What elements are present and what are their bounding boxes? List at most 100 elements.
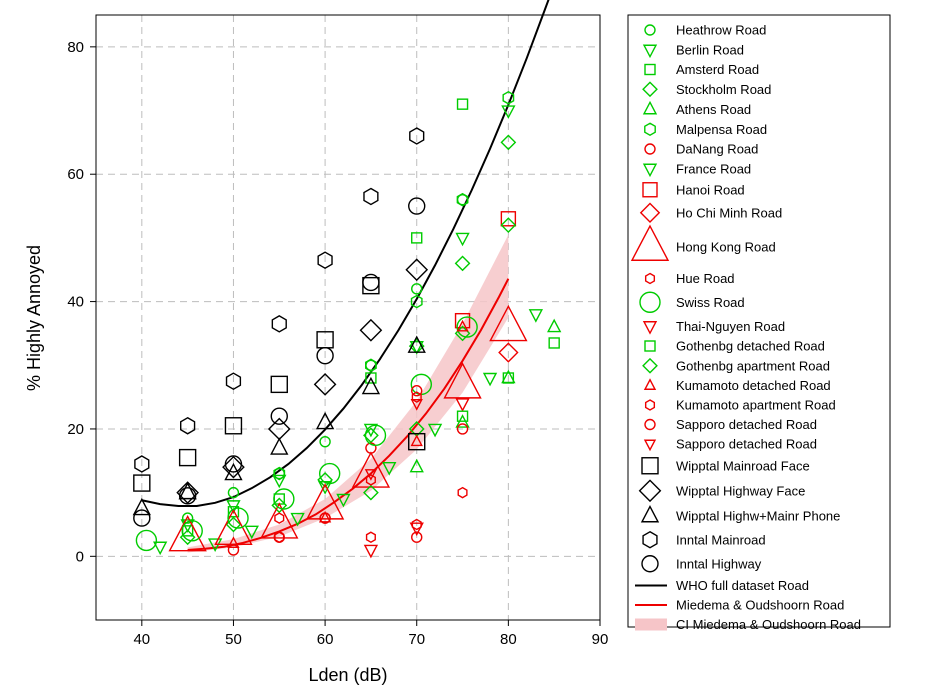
legend-marker-athens-road [642, 100, 658, 115]
point-berlin-road-triangle-down [501, 105, 516, 119]
point-swiss-road-circle [181, 520, 203, 542]
legend-label: Wipptal Mainroad Face [676, 458, 810, 473]
point-hong-kong-road-triangle-up [351, 451, 391, 488]
point-inntal-highway-circle [316, 347, 334, 365]
point-ho-chi-minh-road-diamond [498, 342, 519, 363]
point-athens-road-triangle-up [547, 318, 562, 333]
legend-marker-heathrow-road [644, 24, 656, 36]
legend-marker-wipptal-highway-face [638, 479, 662, 503]
point-thai-nguyen-road-triangle-down [455, 398, 470, 412]
point-inntal-mainroad-hexagon [363, 187, 379, 206]
point-stockholm-road-diamond [454, 255, 471, 272]
legend-label: WHO full dataset Road [676, 578, 809, 593]
legend-marker-danang-road [644, 143, 656, 155]
point-kumamoto-detached-road-triangle-up [318, 510, 332, 523]
legend-label: Kumamoto detached Road [676, 378, 831, 393]
legend-label: Miedema & Oudshoorn Road [676, 598, 844, 613]
legend-marker-swiss-road [639, 291, 661, 313]
axes: 40 50 60 70 80 90 0 20 40 60 80 [67, 39, 608, 648]
ci-band-ci-miedema-oudshoorn-road [187, 234, 509, 553]
point-gothenbg-apartment-road-diamond [363, 484, 379, 501]
point-swiss-road-circle [135, 529, 158, 552]
legend-label: Gothenbg apartment Road [676, 358, 830, 373]
point-sapporo-detached-road-triangle-down [410, 399, 423, 411]
point-france-road-triangle-down [528, 309, 544, 323]
point-wipptal-highw-mainr-phone-triangle-up [224, 462, 243, 481]
point-france-road-triangle-down [244, 525, 259, 540]
legend-label: Berlin Road [676, 42, 744, 57]
point-heathrow-road-circle [411, 283, 423, 295]
legend-label: CI Miedema & Oudshoorn Road [676, 617, 861, 632]
point-inntal-mainroad-hexagon [225, 372, 242, 390]
legend-frame [627, 14, 891, 628]
point-malpensa-road-hexagon [365, 358, 377, 373]
legend-marker-kumamoto-apartment-road [644, 399, 656, 411]
legend-label: Swiss Road [676, 295, 745, 310]
ci-band-layer [187, 234, 509, 553]
x-tick-label: 50 [225, 631, 242, 648]
point-berlin-road-triangle-down [272, 474, 287, 489]
point-thai-nguyen-road-triangle-down [409, 522, 424, 537]
point-france-road-triangle-down [336, 493, 351, 508]
point-wipptal-highw-mainr-phone-triangle-up [178, 481, 197, 500]
x-tick-label: 60 [317, 631, 334, 648]
x-tick-label: 40 [133, 631, 150, 648]
point-france-road-triangle-down [382, 461, 397, 476]
legend-marker-amsterd-road [644, 63, 656, 76]
point-kumamoto-apartment-road-hexagon [274, 512, 285, 524]
point-hong-kong-road-triangle-up [489, 304, 528, 342]
point-hanoi-road-square [500, 211, 517, 227]
legend-label: Inntal Highway [676, 556, 762, 571]
point-inntal-highway-circle [133, 509, 151, 527]
legend-marker-berlin-road [642, 44, 658, 59]
legend-label: Thai-Nguyen Road [676, 319, 785, 334]
point-danang-road-circle [456, 423, 469, 435]
legend-label: Kumamoto apartment Road [676, 398, 836, 413]
point-gothenbg-detached-road-square [548, 337, 560, 349]
point-heathrow-road-circle [181, 512, 194, 524]
x-tick-label: 80 [500, 631, 517, 648]
point-inntal-mainroad-hexagon [180, 416, 196, 435]
point-swiss-road-circle [364, 424, 387, 447]
legend-label: Stockholm Road [676, 82, 771, 97]
point-stockholm-road-diamond [500, 134, 517, 151]
point-malpensa-road-hexagon [410, 294, 423, 309]
legend-marker-ho-chi-minh-road [639, 202, 661, 223]
point-wipptal-highw-mainr-phone-triangle-up [407, 335, 426, 353]
curve-layer [141, 0, 550, 551]
point-heathrow-road-circle [227, 486, 240, 499]
point-swiss-road-circle [318, 462, 341, 485]
point-wipptal-highway-face-diamond [222, 455, 245, 479]
point-heathrow-road-circle [319, 435, 331, 448]
scatter-points [132, 90, 562, 559]
point-berlin-road-triangle-down [409, 340, 424, 355]
point-amsterd-road-square [456, 98, 469, 110]
x-tick-label: 90 [592, 631, 609, 648]
point-wipptal-highway-face-diamond [176, 481, 199, 504]
point-inntal-highway-circle [178, 487, 197, 505]
legend-marker-gothenbg-apartment-road [642, 357, 658, 374]
point-france-road-triangle-down [482, 372, 498, 387]
legend-marker-malpensa-road [644, 122, 656, 137]
legend-marker-wipptal-mainroad-face [641, 457, 659, 475]
legend-marker-kumamoto-detached-road [643, 378, 657, 390]
legend-marker-sapporo-detached-road [643, 439, 657, 452]
legend-marker-gothenbg-detached-road [644, 340, 656, 352]
point-inntal-highway-circle [270, 407, 288, 425]
point-hong-kong-road-triangle-up [260, 502, 299, 539]
point-inntal-highway-circle [408, 197, 426, 215]
point-sapporo-detached-road-circle [319, 512, 331, 524]
point-stockholm-road-diamond [408, 338, 425, 355]
point-danang-road-circle [411, 531, 423, 543]
point-hong-kong-road-triangle-up [305, 483, 345, 520]
legend-label: Malpensa Road [676, 122, 767, 137]
point-sapporo-detached-road-circle [411, 385, 423, 397]
legend-marker-hue-road [644, 272, 656, 285]
point-hong-kong-road-triangle-up [443, 362, 482, 399]
point-amsterd-road-square [411, 232, 423, 244]
point-hue-road-hexagon [411, 518, 422, 531]
point-malpensa-road-hexagon [456, 192, 469, 207]
point-kumamoto-apartment-road-hexagon [411, 391, 422, 403]
curve-who-full-dataset-road [141, 0, 550, 508]
